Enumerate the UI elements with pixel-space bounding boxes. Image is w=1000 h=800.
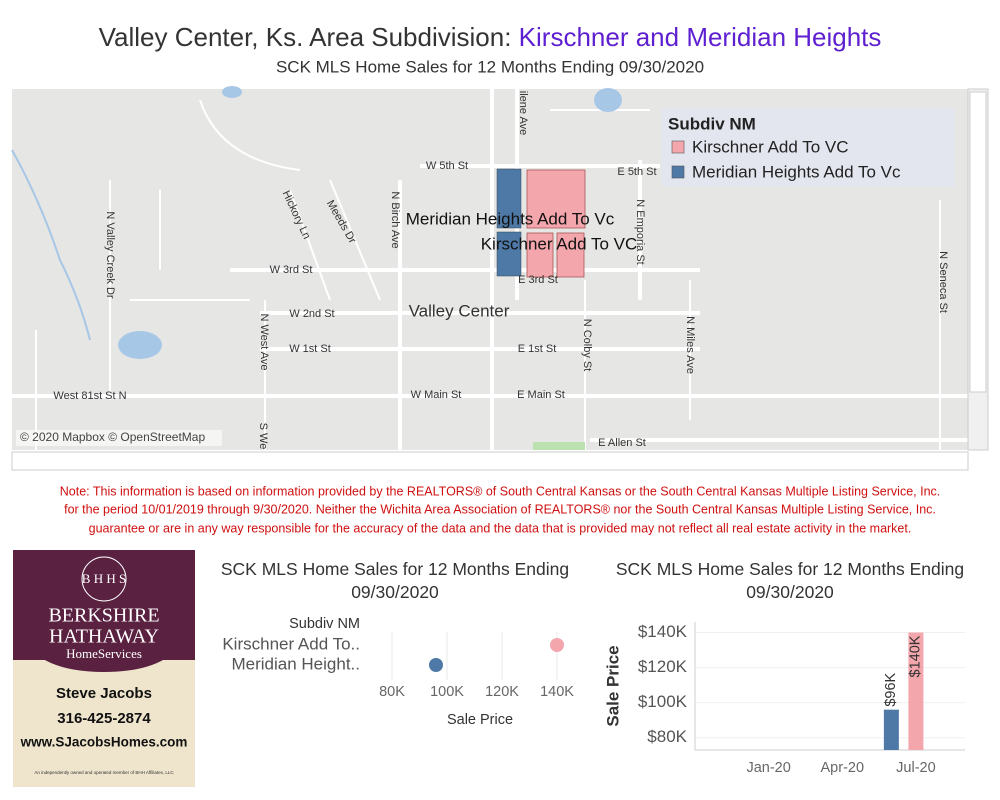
- serif: BERKSHIRE: [48, 605, 159, 627]
- map-shape: [81, 556, 127, 602]
- st: N Emporia St: [634, 199, 646, 264]
- bar: [883, 709, 899, 750]
- bar: [908, 632, 924, 750]
- chart-title: SCK MLS Home Sales for 12 Months Ending …: [615, 559, 965, 602]
- map-shape: [118, 331, 162, 359]
- label: www.SJacobsHomes.com: [20, 735, 188, 750]
- label: Valley Center: [409, 301, 510, 320]
- kirschner: [526, 169, 586, 278]
- map-shape: [11, 149, 91, 341]
- label: Kirschner Add To VC: [481, 234, 638, 253]
- label: 316-425-2874: [57, 710, 151, 727]
- legend-title: Subdiv NM: [289, 616, 360, 632]
- road: [230, 164, 968, 442]
- page-title: Valley Center, Ks. Area Subdivision: Kir…: [99, 22, 882, 52]
- subtitle: SCK MLS Home Sales for 12 Months Ending …: [276, 57, 704, 76]
- serif: HomeServices: [66, 646, 142, 661]
- st: W Main St: [411, 389, 462, 401]
- x-tick-label: 140K: [540, 684, 574, 700]
- sw0: [671, 140, 685, 154]
- x-axis-label: Sale Price: [447, 712, 513, 728]
- y-tick-label: $100K: [638, 692, 688, 711]
- x-tick-label: 80K: [379, 684, 405, 700]
- category-label: Meridian Height..: [231, 654, 360, 673]
- label: Subdiv NM: [668, 114, 756, 133]
- label: guarantee or are in any way responsible …: [89, 521, 912, 535]
- chart-title: SCK MLS Home Sales for 12 Months Ending …: [220, 559, 570, 602]
- map-shape: [533, 442, 585, 450]
- title-highlight: Kirschner and Meridian Heights: [519, 22, 882, 52]
- dot: [429, 658, 443, 672]
- serif: B H H S: [82, 571, 126, 586]
- map-shape: [526, 232, 554, 278]
- st: E 3rd St: [518, 274, 558, 286]
- road2: [34, 99, 941, 450]
- x-tick-label: Jul-20: [896, 760, 936, 776]
- st: N Miles Ave: [684, 316, 696, 374]
- map-shape: [11, 451, 969, 471]
- x-tick-label: 120K: [485, 684, 519, 700]
- label: Meridian Heights Add To Vc: [406, 209, 615, 228]
- sw1: [671, 165, 685, 179]
- st: E 5th St: [617, 166, 656, 178]
- map-shape: [526, 169, 586, 229]
- y-tick-label: $140K: [638, 622, 688, 641]
- st: West 81st St N: [53, 390, 126, 402]
- map-shape: [496, 168, 522, 229]
- st: N Birch Ave: [389, 191, 401, 248]
- y-tick-label: $120K: [638, 657, 688, 676]
- value-label: $96K: [883, 672, 899, 706]
- title-main: Valley Center, Ks. Area Subdivision:: [99, 22, 519, 52]
- map: W 5th St E 5th St W 3rd St E 3rd St W 2n…: [11, 86, 989, 471]
- st: E Main St: [517, 389, 565, 401]
- agent-card: B H H S BERKSHIRE HATHAWAY HomeServices …: [13, 550, 195, 787]
- map-shape: [16, 430, 222, 446]
- label: Meridian Heights Add To Vc: [692, 162, 901, 181]
- x-tick-label: Jan-20: [746, 760, 790, 776]
- label: Steve Jacobs: [56, 685, 152, 702]
- map-shape: [594, 88, 622, 112]
- label: © 2020 Mapbox © OpenStreetMap: [20, 430, 205, 444]
- y-tick-label: $80K: [647, 727, 687, 746]
- map-shape: [969, 91, 987, 393]
- x-tick-label: Apr-20: [821, 760, 865, 776]
- st: W 5th St: [426, 160, 468, 172]
- st: W 1st St: [289, 343, 331, 355]
- map-shape: [556, 232, 585, 278]
- st: N Colby St: [581, 319, 593, 372]
- st: E Allen St: [598, 437, 646, 449]
- meridian: [496, 168, 522, 277]
- st: W 3rd St: [270, 264, 313, 276]
- st: S We: [257, 423, 269, 450]
- st: N West Ave: [258, 313, 270, 370]
- st: ilene Ave: [517, 91, 529, 135]
- y-axis-label: Sale Price: [603, 645, 622, 726]
- x-tick-label: 100K: [430, 684, 464, 700]
- label: An independently owned and operated memb…: [34, 770, 174, 775]
- label: Kirschner Add To VC: [692, 137, 849, 156]
- label: Note: This information is based on infor…: [60, 484, 941, 498]
- value-label: $140K: [908, 635, 924, 677]
- label: for the period 10/01/2019 through 9/30/2…: [64, 502, 936, 516]
- map-shape: [662, 108, 955, 186]
- st: N Valley Creek Dr: [104, 211, 116, 299]
- st: N Seneca St: [937, 251, 949, 313]
- st: W 2nd St: [289, 308, 334, 320]
- dot: [550, 638, 564, 652]
- st: E 1st St: [518, 343, 557, 355]
- map-shape: [13, 550, 195, 660]
- category-label: Kirschner Add To..: [222, 634, 360, 653]
- map-shape: [222, 86, 242, 98]
- note: Note: This information is based on infor…: [60, 484, 941, 535]
- map-shape: [496, 231, 522, 277]
- serif: HATHAWAY: [49, 626, 159, 648]
